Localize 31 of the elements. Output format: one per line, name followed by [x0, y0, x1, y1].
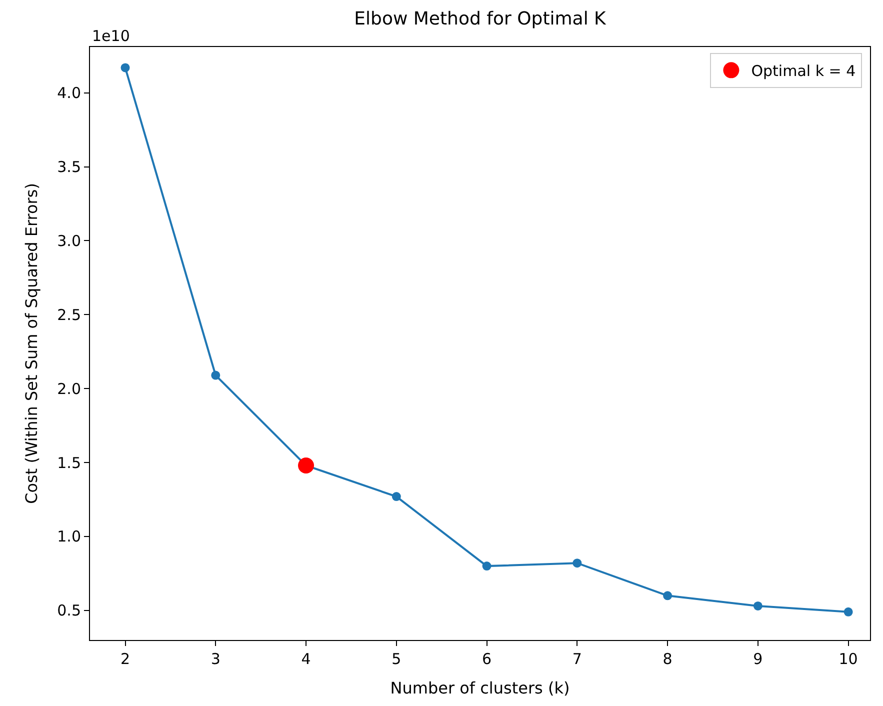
y-tick-label: 3.5 — [57, 158, 81, 176]
y-tick-label: 2.0 — [57, 380, 81, 398]
x-tick-label: 2 — [120, 650, 130, 668]
x-tick-label: 8 — [662, 650, 672, 668]
point — [753, 601, 762, 610]
point — [482, 562, 492, 571]
x-tick-label: 6 — [482, 650, 492, 668]
point — [392, 492, 401, 502]
y-tick-label: 1.5 — [57, 454, 81, 472]
y-tick-label: 2.5 — [57, 306, 81, 324]
text: 1e10 — [92, 27, 130, 45]
y-tick-label: 4.0 — [57, 84, 81, 102]
y-tick-label: 0.5 — [57, 602, 81, 620]
x-tick-label: 3 — [210, 650, 220, 668]
x-tick-label: 10 — [838, 650, 858, 668]
point — [211, 370, 220, 380]
legend-label: Optimal k = 4 — [751, 62, 856, 80]
y-tick-label: 3.0 — [57, 232, 81, 250]
x-tick-label: 7 — [572, 650, 582, 668]
x-axis-title: Number of clusters (k) — [390, 678, 570, 698]
point — [844, 607, 853, 616]
x-tick-label: 4 — [301, 650, 311, 668]
point — [120, 63, 130, 72]
y-axis-title: Cost (Within Set Sum of Squared Errors) — [22, 183, 42, 504]
point — [298, 458, 314, 474]
point — [572, 558, 582, 568]
x-tick-label: 5 — [392, 650, 402, 668]
x-tick-label: 9 — [753, 650, 763, 668]
point — [663, 591, 672, 600]
y-tick-label: 1.0 — [57, 528, 81, 546]
chart-title: Elbow Method for Optimal K — [354, 8, 608, 30]
